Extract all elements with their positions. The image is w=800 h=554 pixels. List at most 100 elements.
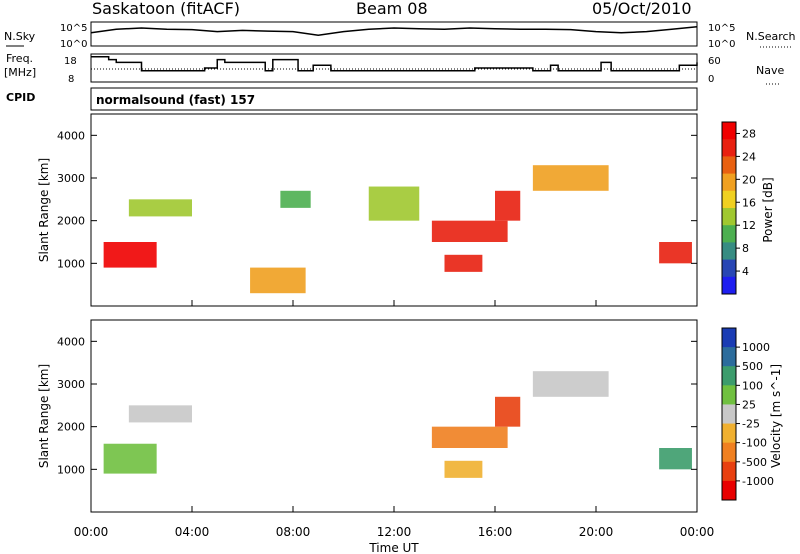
- colorbar-tick-label: 8: [742, 242, 749, 255]
- freq-series: [91, 56, 698, 72]
- range-tick-label: 1000: [57, 463, 85, 476]
- nsky-tick-bottom: 10^0: [60, 39, 87, 50]
- colorbar-tick-label: -25: [742, 418, 760, 431]
- range-tick-label: 4000: [57, 129, 85, 142]
- time-tick-label: 16:00: [478, 525, 513, 539]
- colorbar-tick-label: 100: [742, 379, 763, 392]
- velocity-colorbar-label: Velocity [m s^-1]: [769, 364, 783, 468]
- power-ylabel: Slant Range [km]: [37, 158, 51, 262]
- time-tick-label: 04:00: [175, 525, 210, 539]
- velocity-echo-region: [444, 460, 483, 478]
- colorbar-swatch: [722, 190, 736, 209]
- power-heatmap: [103, 165, 692, 294]
- cpid-panel-frame: [90, 87, 698, 111]
- velocity-colorbar: 1000 500 100 25 -25 -100 -500 -1000: [721, 327, 774, 501]
- power-echo-region: [495, 190, 521, 221]
- time-tick-label: 08:00: [276, 525, 311, 539]
- nsky-line: [90, 26, 698, 36]
- nsearch-label: N.Search: [746, 30, 796, 43]
- freq-line: [91, 56, 698, 72]
- colorbar-swatch: [722, 347, 736, 367]
- colorbar-tick-label: 24: [742, 150, 756, 163]
- colorbar-swatch: [722, 225, 736, 243]
- colorbar-swatch: [722, 442, 736, 463]
- velocity-echo-region: [431, 426, 508, 448]
- date-title: 05/Oct/2010: [592, 0, 692, 18]
- colorbar-swatch: [722, 385, 736, 405]
- noise-series: [90, 26, 698, 36]
- freq-tick-top: 18: [64, 56, 77, 67]
- colorbar-tick-label: 28: [742, 127, 756, 140]
- time-tick-label: 20:00: [579, 525, 614, 539]
- power-echo-region: [368, 186, 420, 221]
- colorbar-swatch: [722, 423, 736, 444]
- velocity-echo-region: [532, 371, 609, 397]
- colorbar-swatch: [722, 276, 736, 295]
- velocity-ylabel: Slant Range [km]: [37, 364, 51, 468]
- velocity-heatmap: [103, 371, 692, 478]
- time-axis: 00:00 04:00 08:00 12:00 16:00 20:00 00:00: [74, 300, 715, 539]
- colorbar-swatch: [722, 480, 736, 501]
- power-echo-region: [659, 242, 692, 264]
- power-echo-region: [280, 190, 311, 208]
- time-tick-label: 00:00: [74, 525, 109, 539]
- range-tick-label: 3000: [57, 172, 85, 185]
- nsearch-tick-bottom: 10^0: [708, 39, 735, 50]
- range-tick-label: 2000: [57, 215, 85, 228]
- power-colorbar: 4 8 12 16 20 24 28: [721, 121, 756, 295]
- colorbar-swatch: [722, 404, 736, 425]
- colorbar-tick-label: 12: [742, 219, 756, 232]
- colorbar-tick-label: 20: [742, 173, 756, 186]
- nsearch-tick-top: 10^5: [708, 23, 735, 34]
- nave-tick-bottom: 0: [708, 74, 714, 85]
- noise-panel-frame: [90, 21, 698, 47]
- time-axis-label: Time UT: [368, 541, 419, 554]
- colorbar-tick-label: -500: [742, 456, 767, 469]
- power-echo-region: [128, 199, 192, 217]
- range-tick-label: 4000: [57, 335, 85, 348]
- velocity-axis: 1000 2000 3000 4000: [57, 335, 697, 476]
- power-echo-region: [431, 220, 508, 242]
- colorbar-tick-label: 500: [742, 360, 763, 373]
- colorbar-swatch: [722, 122, 736, 140]
- power-echo-region: [250, 267, 306, 294]
- colorbar-tick-label: -1000: [742, 475, 774, 488]
- colorbar-swatch: [722, 242, 736, 261]
- freq-panel-frame: [90, 53, 698, 83]
- velocity-echo-region: [103, 443, 157, 474]
- colorbar-tick-label: 16: [742, 196, 756, 209]
- nave-tick-top: 60: [708, 56, 721, 67]
- colorbar-frame: [721, 121, 737, 295]
- range-tick-label: 1000: [57, 257, 85, 270]
- time-tick-label: 00:00: [680, 525, 715, 539]
- beam-title: Beam 08: [356, 0, 428, 18]
- power-axis: 1000 2000 3000 4000: [57, 129, 697, 270]
- velocity-echo-region: [495, 396, 521, 427]
- nsky-label: N.Sky: [4, 30, 36, 43]
- colorbar-swatch: [722, 139, 736, 157]
- velocity-echo-region: [659, 448, 692, 470]
- power-colorbar-label: Power [dB]: [761, 177, 775, 242]
- freq-tick-bottom: 8: [68, 74, 74, 85]
- nsky-tick-top: 10^5: [60, 23, 87, 34]
- colorbar-tick-label: 1000: [742, 341, 770, 354]
- station-title: Saskatoon (fitACF): [92, 0, 240, 18]
- colorbar-swatch: [722, 208, 736, 226]
- freq-label-line1: Freq.: [6, 52, 33, 65]
- colorbar-swatch: [722, 173, 736, 192]
- colorbar-tick-label: -100: [742, 437, 767, 450]
- power-echo-region: [103, 242, 157, 268]
- cpid-value: normalsound (fast) 157: [96, 93, 255, 107]
- nave-label: Nave: [756, 64, 784, 77]
- velocity-echo-region: [128, 405, 192, 423]
- power-echo-region: [532, 165, 609, 191]
- colorbar-swatch: [722, 259, 736, 278]
- colorbar-swatch: [722, 328, 736, 348]
- colorbar-frame: [721, 327, 737, 501]
- freq-label-line2: [MHz]: [4, 66, 36, 79]
- colorbar-tick-label: 4: [742, 265, 749, 278]
- cpid-label: CPID: [6, 91, 35, 104]
- colorbar-swatch: [722, 366, 736, 386]
